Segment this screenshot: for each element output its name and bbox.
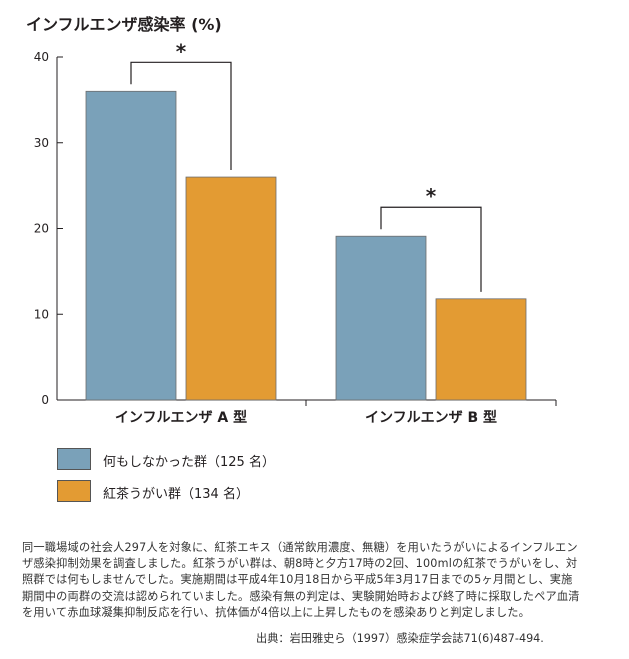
- legend-label-tea: 紅茶うがい群（134 名）: [103, 487, 249, 502]
- chart-title: インフルエンザ感染率 (%): [26, 15, 222, 34]
- bar-control-b: [335, 235, 427, 401]
- x-category-label: インフルエンザ B 型: [365, 409, 497, 426]
- significance-star: *: [176, 39, 187, 63]
- study-note: 同一職場域の社会人297人を対象に、紅茶エキス（通常飲用濃度、無糖）を用いたうが…: [22, 541, 580, 619]
- bar-chart: インフルエンザ感染率 (%) 0 10 20 30 40 * * インフルエンザ A 型 イ…: [26, 15, 557, 426]
- legend-swatch-control: [57, 448, 91, 470]
- x-category-label: インフルエンザ A 型: [115, 409, 247, 426]
- bar-tea-a: [185, 176, 277, 401]
- y-tick-label: 20: [34, 222, 49, 236]
- significance-bracket: [130, 61, 232, 171]
- y-tick-label: 10: [34, 307, 49, 321]
- bar-control-a: [85, 90, 177, 401]
- legend-swatch-tea: [57, 480, 91, 502]
- y-tick-label: 30: [34, 136, 49, 150]
- source-citation: 出典：岩田雅史ら（1997）感染症学会誌71(6)487-494.: [256, 632, 544, 645]
- legend-label-control: 何もしなかった群（125 名）: [103, 455, 275, 470]
- y-tick-label: 40: [34, 50, 49, 64]
- significance-star: *: [426, 184, 437, 208]
- bar-tea-b: [435, 298, 527, 401]
- significance-bracket: [380, 206, 482, 292]
- y-tick-label: 0: [41, 393, 49, 407]
